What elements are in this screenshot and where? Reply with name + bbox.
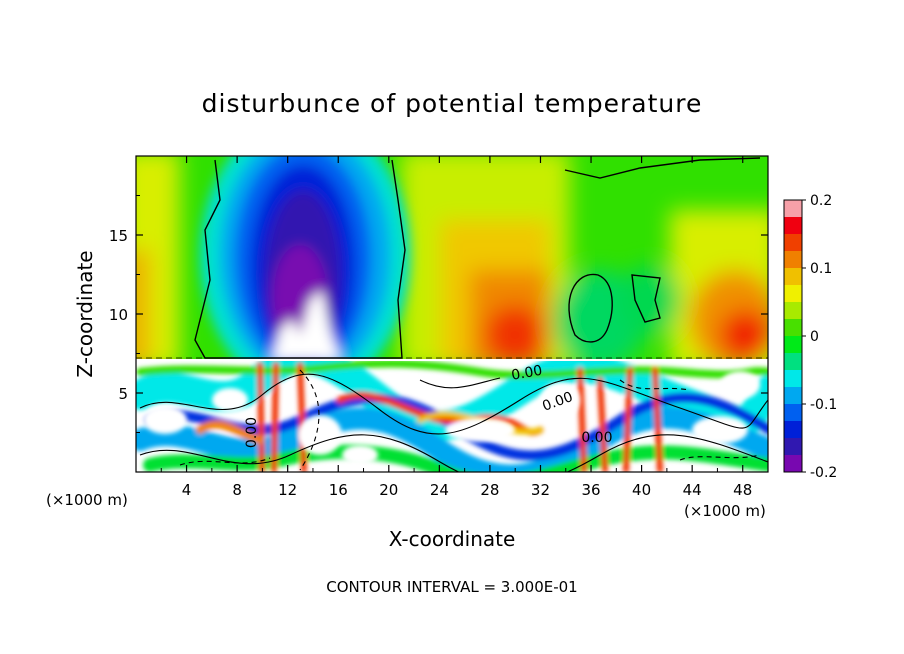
chart-title: disturbunce of potential temperature (202, 89, 703, 118)
colorbar (783, 199, 803, 473)
y-tick-label: 15 (109, 227, 128, 245)
y-axis-label: Z-coordinate (73, 250, 97, 377)
x-tick-label: 44 (683, 481, 702, 499)
contour-label: 0.00 (510, 363, 543, 384)
colorbar-tick-label: -0.1 (810, 397, 837, 413)
colorbar-segment (784, 353, 802, 371)
colorbar-segment (784, 455, 802, 473)
contour-interval-note: CONTOUR INTERVAL = 3.000E-01 (326, 578, 577, 596)
colorbar-tick-label: -0.2 (810, 465, 837, 481)
x-tick-label: 8 (232, 481, 242, 499)
colorbar-segment (784, 234, 802, 252)
colorbar-segment (784, 438, 802, 456)
x-tick-label: 36 (581, 481, 600, 499)
x-axis: 4 8 12 16 20 24 28 32 36 40 44 48 (160, 156, 752, 499)
colorbar-segment (784, 285, 802, 303)
lower-field (136, 360, 768, 472)
colorbar-segment (784, 404, 802, 422)
x-tick-label: 40 (632, 481, 651, 499)
contour-label: 0.00 (581, 430, 612, 446)
colorbar-tick-label: 0 (810, 329, 819, 345)
contour-label: 0.00 (244, 417, 260, 448)
x-tick-label: 16 (329, 481, 348, 499)
colorbar-tick-label: 0.2 (810, 193, 832, 209)
colorbar-segment (784, 370, 802, 388)
colorbar-segment (784, 251, 802, 269)
colorbar-segment (784, 217, 802, 235)
contour-line (194, 159, 406, 359)
heatmap-field (136, 156, 768, 472)
colorbar-segment (784, 387, 802, 405)
y-axis: 5 10 15 (109, 195, 768, 433)
colorbar-segment (784, 302, 802, 320)
colorbar-segment (784, 319, 802, 337)
contour-lines-lower (139, 369, 768, 472)
colorbar-segment (784, 200, 802, 218)
x-tick-label: 32 (531, 481, 550, 499)
colorbar-segment (784, 421, 802, 439)
x-unit-left: (×1000 m) (46, 491, 128, 509)
x-tick-label: 48 (733, 481, 752, 499)
colorbar-segment (784, 336, 802, 354)
colorbar-tick-label: 0.1 (810, 261, 832, 277)
x-tick-label: 4 (182, 481, 192, 499)
x-tick-label: 12 (278, 481, 297, 499)
y-tick-label: 5 (118, 385, 128, 403)
colorbar-segment (784, 268, 802, 286)
upper-field (136, 156, 768, 361)
colorbar-ticks: 0.2 0.1 0 -0.1 -0.2 (802, 193, 837, 481)
x-axis-label: X-coordinate (389, 527, 516, 551)
x-tick-label: 28 (480, 481, 499, 499)
x-unit-right: (×1000 m) (684, 502, 766, 520)
x-tick-label: 24 (430, 481, 449, 499)
y-tick-label: 10 (109, 306, 128, 324)
x-tick-label: 20 (379, 481, 398, 499)
